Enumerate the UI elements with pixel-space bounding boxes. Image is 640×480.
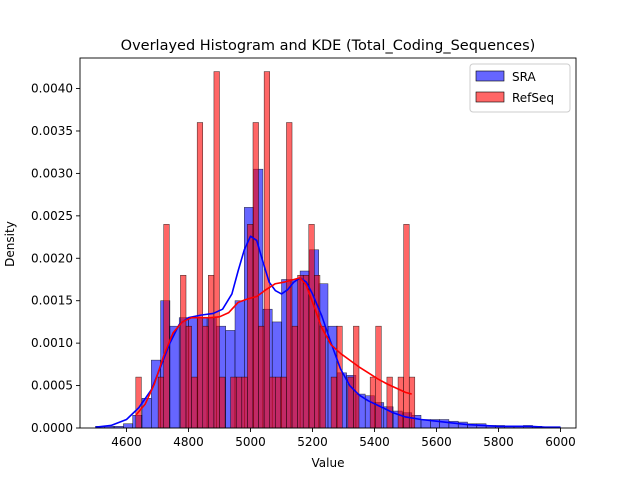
refseq-bar bbox=[157, 376, 164, 429]
x-tick-label: 4600 bbox=[111, 435, 142, 449]
y-tick-label: 0.0000 bbox=[31, 421, 73, 435]
refseq-bar bbox=[208, 274, 215, 429]
y-tick-label: 0.0015 bbox=[31, 294, 73, 308]
refseq-bar bbox=[314, 274, 321, 429]
refseq-bar bbox=[180, 274, 187, 429]
refseq-bar bbox=[375, 325, 382, 429]
legend: SRA RefSeq bbox=[469, 63, 571, 113]
y-tick-label: 0.0030 bbox=[31, 166, 73, 180]
refseq-bar bbox=[397, 376, 404, 429]
refseq-bar bbox=[241, 376, 248, 429]
x-tick-label: 5400 bbox=[359, 435, 390, 449]
refseq-legend-label: RefSeq bbox=[512, 91, 554, 105]
chart-title: Overlayed Histogram and KDE (Total_Codin… bbox=[121, 38, 536, 54]
y-axis-label: Density bbox=[3, 221, 17, 267]
refseq-bar bbox=[297, 274, 304, 429]
refseq-bar bbox=[258, 325, 265, 429]
sra-bar bbox=[439, 419, 450, 429]
refseq-bar bbox=[408, 376, 416, 429]
refseq-bar bbox=[319, 325, 326, 429]
x-axis-label: Value bbox=[312, 456, 345, 470]
refseq-bar bbox=[247, 224, 254, 429]
y-tick-label: 0.0025 bbox=[31, 209, 73, 223]
x-axis: 4600 4800 5000 5200 5400 5600 5800 6000 bbox=[111, 428, 576, 449]
refseq-bar bbox=[308, 224, 315, 429]
refseq-legend-swatch bbox=[475, 91, 505, 103]
refseq-bar bbox=[213, 71, 220, 429]
refseq-bar bbox=[403, 224, 410, 429]
x-tick-label: 5800 bbox=[483, 435, 514, 449]
x-tick-label: 4800 bbox=[173, 435, 204, 449]
refseq-bar bbox=[280, 376, 287, 429]
y-tick-label: 0.0010 bbox=[31, 336, 73, 350]
y-axis: 0.0000 0.0005 0.0010 0.0015 0.0020 0.0025 0.00… bbox=[31, 82, 80, 435]
sra-bar bbox=[123, 423, 133, 429]
refseq-bar bbox=[196, 122, 204, 429]
y-tick-label: 0.0040 bbox=[31, 82, 73, 96]
x-tick-label: 5600 bbox=[421, 435, 452, 449]
plot-frame bbox=[79, 57, 577, 429]
refseq-bar bbox=[135, 376, 142, 429]
refseq-kde-line bbox=[135, 276, 412, 416]
refseq-bar bbox=[202, 325, 209, 429]
y-tick-label: 0.0035 bbox=[31, 124, 73, 138]
x-tick-label: 5200 bbox=[297, 435, 328, 449]
refseq-bar bbox=[263, 71, 270, 429]
refseq-bar bbox=[191, 376, 198, 429]
refseq-bar bbox=[291, 325, 298, 429]
y-tick-label: 0.0005 bbox=[31, 379, 73, 393]
x-tick-label: 5000 bbox=[235, 435, 266, 449]
refseq-bar bbox=[252, 122, 259, 429]
refseq-bar bbox=[219, 376, 226, 429]
refseq-bar bbox=[330, 376, 337, 429]
y-tick-label: 0.0020 bbox=[31, 251, 73, 265]
refseq-bar bbox=[336, 325, 343, 429]
refseq-bar bbox=[185, 325, 192, 429]
refseq-bar bbox=[230, 376, 237, 429]
refseq-bar bbox=[163, 224, 170, 429]
sra-legend-swatch bbox=[475, 70, 505, 82]
x-tick-label: 6000 bbox=[545, 435, 576, 449]
refseq-bar bbox=[302, 274, 310, 429]
plot-area bbox=[79, 57, 577, 429]
refseq-bar bbox=[286, 122, 293, 429]
refseq-bar bbox=[235, 376, 243, 429]
sra-legend-label: SRA bbox=[512, 70, 536, 84]
refseq-bar bbox=[353, 325, 360, 429]
refseq-bar bbox=[269, 376, 276, 429]
refseq-bar bbox=[275, 376, 282, 429]
